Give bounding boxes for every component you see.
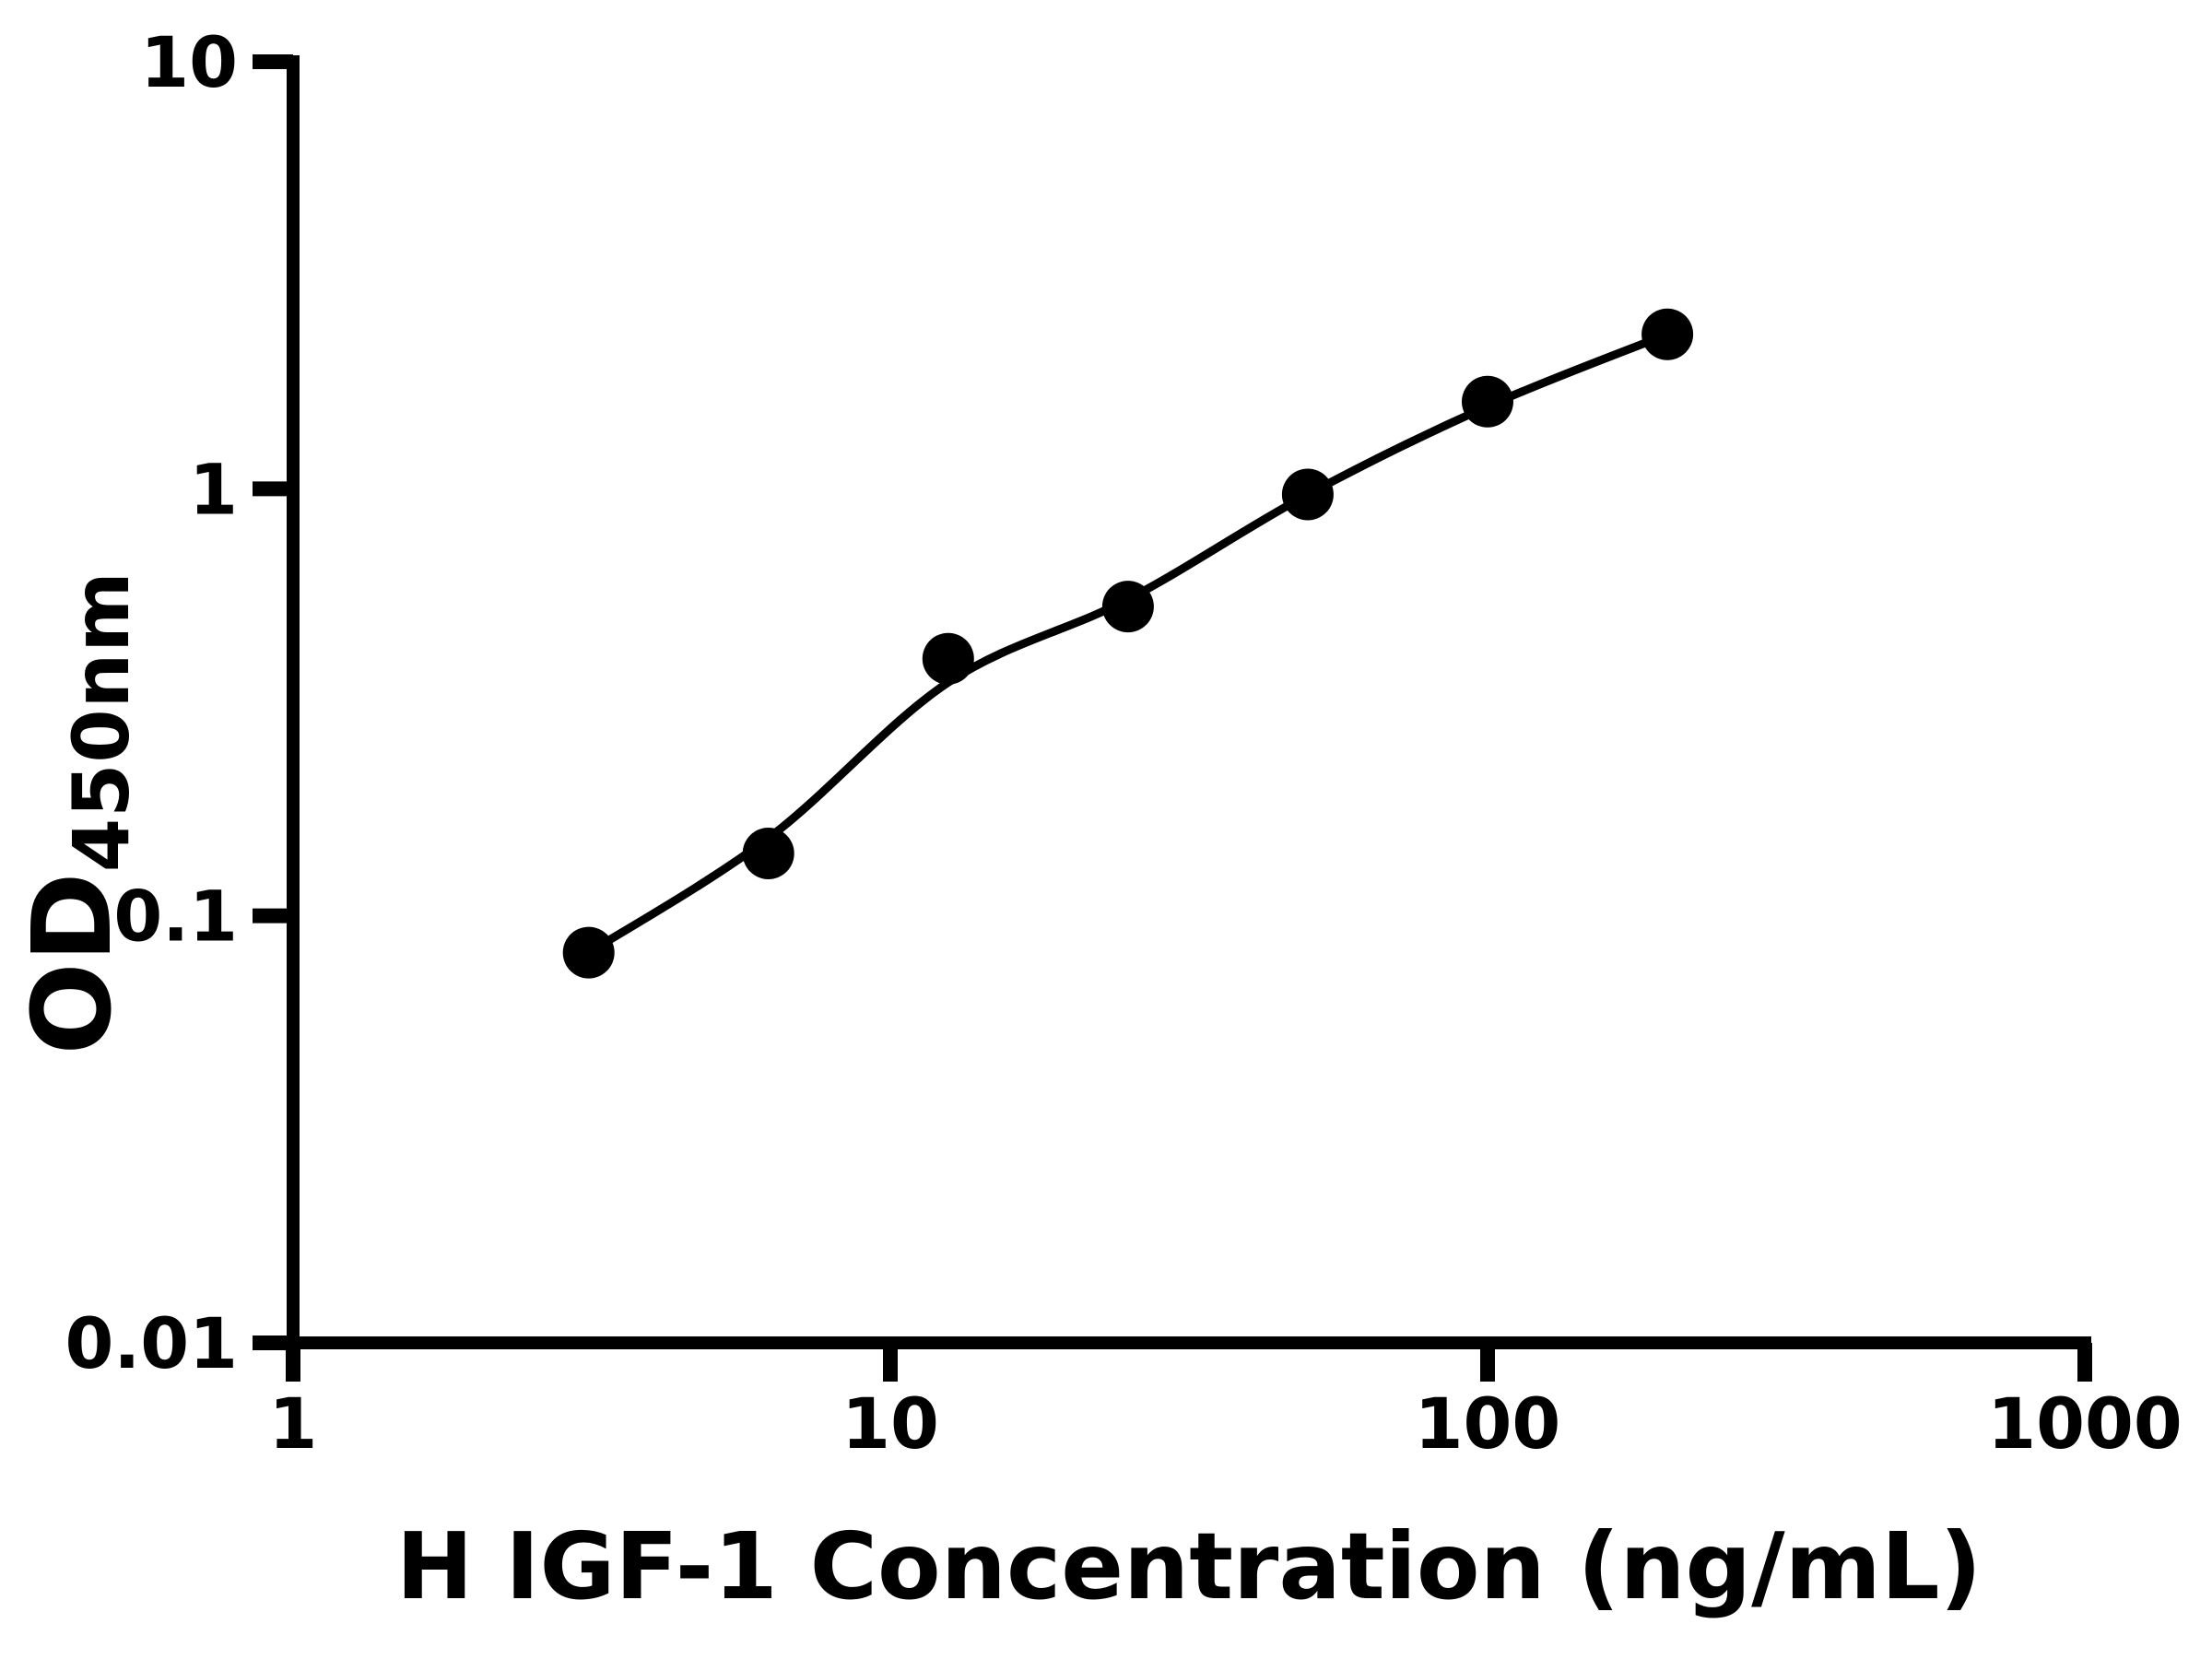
y-tick-label: 1 [189,448,238,530]
x-tick-label: 1000 [1987,1382,2183,1465]
x-tick-label: 10 [841,1382,939,1465]
data-point [1641,308,1694,360]
data-point [1101,581,1154,633]
data-point [742,828,794,879]
y-tick-label: 0.01 [65,1302,238,1384]
data-point [1462,375,1513,428]
data-point [922,632,974,685]
y-tick-label: 10 [140,21,238,103]
x-tick-label: 100 [1415,1382,1561,1465]
data-point [1281,468,1334,521]
data-point [562,926,615,979]
y-tick-label: 0.1 [113,876,238,958]
x-axis-title: H IGF-1 Concentration (ng/mL) [395,1512,1983,1620]
x-tick-label: 1 [269,1382,318,1465]
y-axis-title-subscript: 450nm [56,571,147,873]
y-axis-title-main: OD [8,872,135,1055]
y-axis-title: OD450nm [8,571,147,1054]
